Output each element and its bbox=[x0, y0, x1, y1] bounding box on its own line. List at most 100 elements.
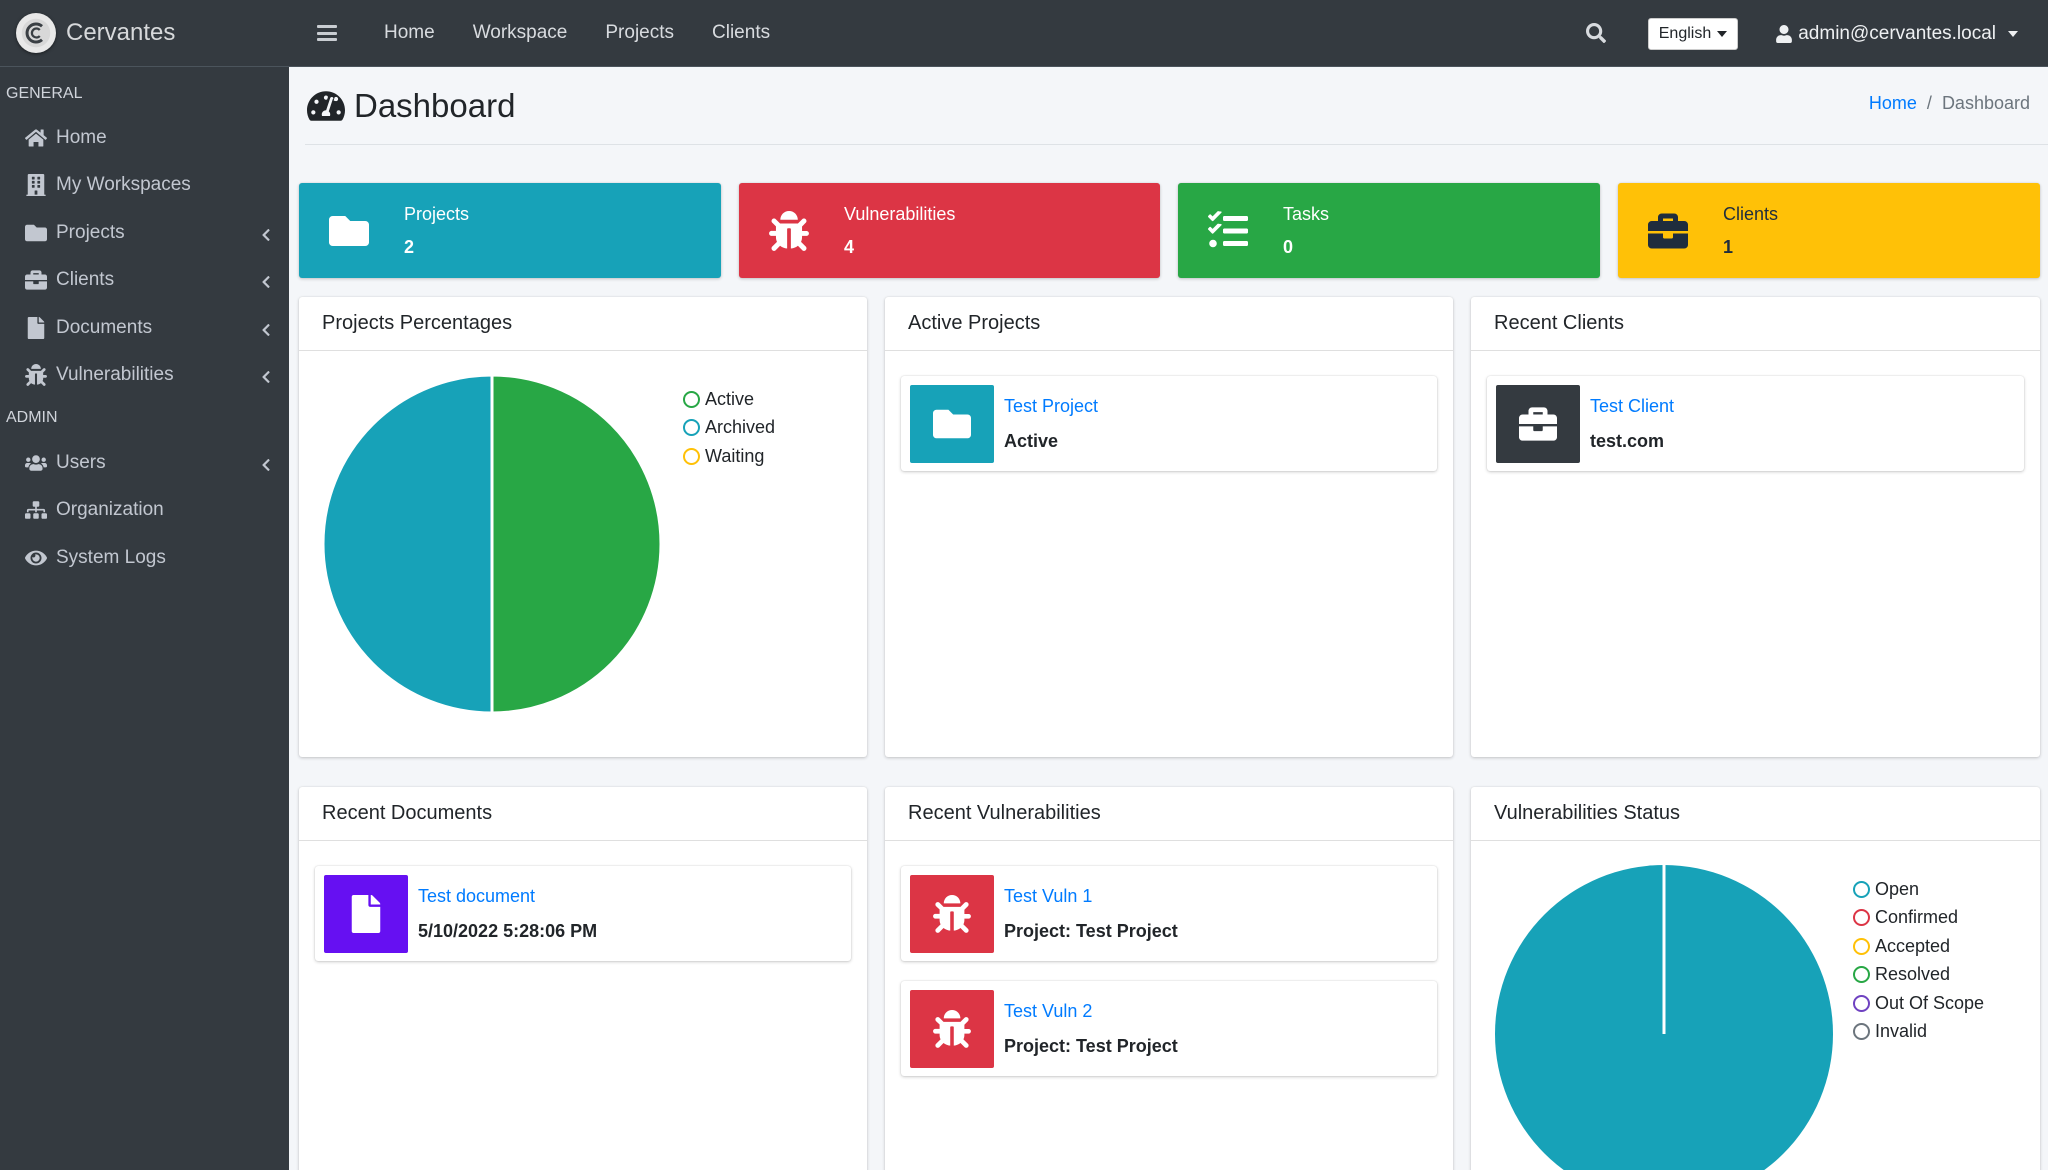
info-box-label: Projects bbox=[404, 203, 470, 224]
legend-label: Archived bbox=[705, 417, 776, 438]
sidebar-item-label: Vulnerabilities bbox=[56, 364, 174, 386]
top-link-clients[interactable]: Clients bbox=[712, 22, 771, 43]
legend-label: Invalid bbox=[1875, 1021, 1928, 1042]
list-item[interactable]: Test document 5/10/2022 5:28:06 PM bbox=[315, 866, 851, 961]
folder-icon bbox=[314, 211, 384, 251]
legend-swatch bbox=[1853, 994, 1870, 1012]
folder-icon bbox=[24, 221, 48, 245]
sidebar-item-system-logs[interactable]: System Logs bbox=[0, 534, 289, 582]
card-title: Vulnerabilities Status bbox=[1471, 787, 2040, 841]
info-box-label: Clients bbox=[1723, 203, 1779, 224]
item-title-link[interactable]: Test document bbox=[418, 885, 536, 906]
tasks-icon bbox=[1193, 211, 1263, 251]
list-item[interactable]: Test Client test.com bbox=[1487, 376, 2024, 471]
sidebar-item-label: Projects bbox=[56, 221, 125, 243]
legend-label: Active bbox=[705, 388, 755, 409]
info-box-projects[interactable]: Projects 2 bbox=[299, 183, 721, 278]
legend-item-out-of-scope[interactable]: Out Of Scope bbox=[1853, 989, 1984, 1018]
legend-item-archived[interactable]: Archived bbox=[683, 414, 775, 443]
list-item[interactable]: Test Project Active bbox=[901, 376, 1437, 471]
item-subtitle: Project: Test Project bbox=[1004, 920, 1178, 941]
user-menu[interactable]: admin@cervantes.local bbox=[1776, 23, 2018, 45]
breadcrumb-separator: / bbox=[1926, 93, 1932, 113]
legend-swatch bbox=[683, 390, 700, 408]
legend-swatch bbox=[1853, 1023, 1870, 1041]
sidebar-item-documents[interactable]: Documents bbox=[0, 304, 289, 352]
card-title: Recent Documents bbox=[299, 787, 867, 841]
sidebar-item-label: My Workspaces bbox=[56, 174, 191, 196]
sidebar-item-label: Organization bbox=[56, 499, 164, 521]
sidebar-item-label: Users bbox=[56, 451, 106, 473]
info-box-tasks[interactable]: Tasks 0 bbox=[1178, 183, 1600, 278]
card-title: Active Projects bbox=[885, 297, 1453, 351]
breadcrumb-home[interactable]: Home bbox=[1868, 93, 1917, 113]
card-vulnerabilities-status: Vulnerabilities Status Open Confirmed Ac… bbox=[1471, 787, 2040, 1170]
brand-logo bbox=[16, 13, 56, 53]
tachometer-icon bbox=[307, 89, 345, 123]
item-title-link[interactable]: Test Vuln 1 bbox=[1004, 885, 1093, 906]
list-item[interactable]: Test Vuln 2 Project: Test Project bbox=[901, 981, 1437, 1076]
list-item[interactable]: Test Vuln 1 Project: Test Project bbox=[901, 866, 1437, 961]
pie-slice-archived[interactable] bbox=[321, 373, 494, 715]
item-subtitle: Project: Test Project bbox=[1004, 1035, 1178, 1056]
info-box-label: Tasks bbox=[1283, 203, 1330, 224]
bug-icon bbox=[910, 989, 994, 1068]
caret-down-icon bbox=[1717, 30, 1728, 37]
projects-pie-chart bbox=[321, 373, 663, 715]
info-box-vulnerabilities[interactable]: Vulnerabilities 4 bbox=[739, 183, 1160, 278]
language-dropdown[interactable]: English bbox=[1647, 17, 1739, 50]
sidebar-item-label: System Logs bbox=[56, 546, 166, 568]
info-box-clients[interactable]: Clients 1 bbox=[1618, 183, 2040, 278]
chevron-left-icon bbox=[261, 226, 271, 240]
legend-item-resolved[interactable]: Resolved bbox=[1853, 961, 1984, 990]
search-icon[interactable] bbox=[1586, 23, 1608, 45]
sidebar-item-projects[interactable]: Projects bbox=[0, 209, 289, 257]
legend-label: Resolved bbox=[1875, 964, 1951, 985]
card-recent-documents: Recent Documents Test document 5/10/2022 … bbox=[299, 787, 867, 1170]
user-icon bbox=[1776, 25, 1792, 43]
brand[interactable]: Cervantes bbox=[0, 0, 289, 67]
item-title-link[interactable]: Test Project bbox=[1004, 395, 1099, 416]
item-title-link[interactable]: Test Client bbox=[1590, 395, 1675, 416]
card-projects-percentages: Projects Percentages Active Archived Wai… bbox=[299, 297, 867, 757]
breadcrumb: Home / Dashboard bbox=[1869, 93, 2030, 114]
item-subtitle: 5/10/2022 5:28:06 PM bbox=[418, 920, 598, 941]
top-link-home[interactable]: Home bbox=[384, 22, 435, 43]
hamburger-icon[interactable] bbox=[317, 25, 337, 41]
sidebar-item-clients[interactable]: Clients bbox=[0, 257, 289, 305]
bug-icon bbox=[754, 211, 824, 251]
topbar: Home Workspace Projects Clients English … bbox=[289, 0, 2048, 67]
info-box-value: 0 bbox=[1283, 236, 1294, 257]
brand-name: Cervantes bbox=[66, 19, 176, 46]
sidebar-item-my-workspaces[interactable]: My Workspaces bbox=[0, 162, 289, 210]
sidebar-item-home[interactable]: Home bbox=[0, 114, 289, 162]
sitemap-icon bbox=[24, 498, 48, 522]
legend-item-active[interactable]: Active bbox=[683, 385, 775, 414]
info-box-label: Vulnerabilities bbox=[844, 203, 956, 224]
sidebar-item-label: Home bbox=[56, 126, 107, 148]
item-subtitle: test.com bbox=[1590, 430, 1665, 451]
sidebar: Cervantes GENERAL Home My Workspaces Pro… bbox=[0, 0, 289, 1170]
header-divider bbox=[305, 144, 2048, 145]
card-recent-clients: Recent Clients Test Client test.com bbox=[1471, 297, 2040, 757]
top-link-workspace[interactable]: Workspace bbox=[472, 22, 568, 43]
pie-slice-active[interactable] bbox=[490, 373, 663, 715]
item-title-link[interactable]: Test Vuln 2 bbox=[1004, 1000, 1093, 1021]
legend-item-open[interactable]: Open bbox=[1853, 875, 1984, 904]
legend-item-invalid[interactable]: Invalid bbox=[1853, 1018, 1984, 1047]
legend-item-accepted[interactable]: Accepted bbox=[1853, 932, 1984, 961]
bug-icon bbox=[910, 874, 994, 953]
vulnerabilities-pie-chart bbox=[1495, 865, 1833, 1170]
sidebar-item-vulnerabilities[interactable]: Vulnerabilities bbox=[0, 352, 289, 400]
sidebar-item-organization[interactable]: Organization bbox=[0, 487, 289, 535]
legend-item-waiting[interactable]: Waiting bbox=[683, 442, 775, 471]
nav-header-general: GENERAL bbox=[6, 85, 83, 102]
legend-swatch bbox=[683, 419, 700, 437]
item-subtitle: Active bbox=[1004, 430, 1059, 451]
main-content: Dashboard Home / Dashboard Projects 2 Vul… bbox=[289, 67, 2048, 1170]
top-link-projects[interactable]: Projects bbox=[605, 22, 675, 43]
language-label: English bbox=[1658, 24, 1712, 42]
card-title: Recent Clients bbox=[1471, 297, 2040, 351]
legend-item-confirmed[interactable]: Confirmed bbox=[1853, 904, 1984, 933]
sidebar-item-users[interactable]: Users bbox=[0, 439, 289, 487]
